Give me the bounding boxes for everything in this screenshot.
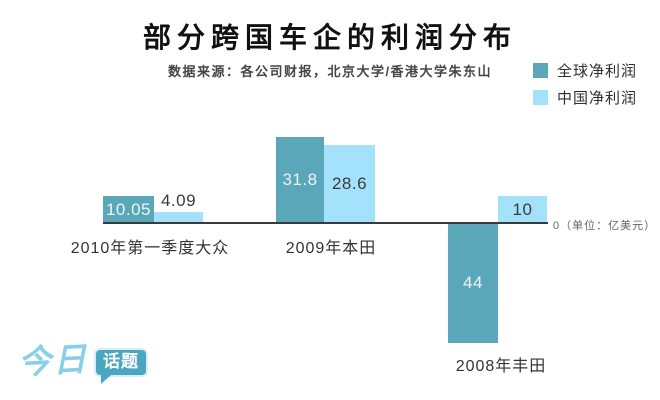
- bar-china-2: 10: [498, 196, 547, 223]
- legend: 全球净利润 中国净利润: [533, 62, 637, 116]
- logo-badge-tail-icon: [101, 375, 111, 384]
- legend-label-global: 全球净利润: [557, 62, 638, 80]
- legend-item-global: 全球净利润: [533, 62, 638, 80]
- china-profit-swatch-icon: [533, 89, 548, 105]
- bar-value-label: 28.6: [331, 174, 368, 193]
- logo-text: 今日: [17, 340, 89, 381]
- logo-badge: 话题: [94, 348, 148, 384]
- bar-china-0: 4.09: [154, 191, 203, 223]
- category-label-0: 2010年第一季度大众: [70, 240, 230, 257]
- bar-value-label: 10.05: [105, 199, 152, 219]
- data-source-note: 数据来源：各公司财报，北京大学/香港大学朱东山: [167, 64, 493, 79]
- bar-global-0: 10.05: [103, 196, 154, 223]
- category-label-1: 2009年本田: [285, 240, 377, 257]
- category-label-2: 2008年丰田: [455, 358, 547, 375]
- axis-zero-label: 0（单位：亿美元）: [553, 220, 657, 232]
- bar-value-label: 10: [512, 199, 533, 219]
- chart-title: 部分跨国车企的利润分布: [142, 22, 517, 53]
- logo: 今日 话题: [17, 340, 148, 384]
- bar-value-label: 44: [463, 273, 483, 292]
- bar-china-1: 28.6: [324, 145, 375, 223]
- bar-global-2: 44: [448, 223, 498, 343]
- bar-value-label: 4.09: [160, 191, 197, 210]
- legend-item-china: 中国净利润: [533, 89, 638, 107]
- legend-label-china: 中国净利润: [557, 89, 638, 107]
- global-profit-swatch-icon: [533, 62, 548, 78]
- bar-global-1: 31.8: [276, 137, 324, 223]
- logo-badge-text: 话题: [103, 352, 139, 371]
- bar-value-label: 31.8: [282, 170, 318, 189]
- x-axis-line: [103, 222, 548, 224]
